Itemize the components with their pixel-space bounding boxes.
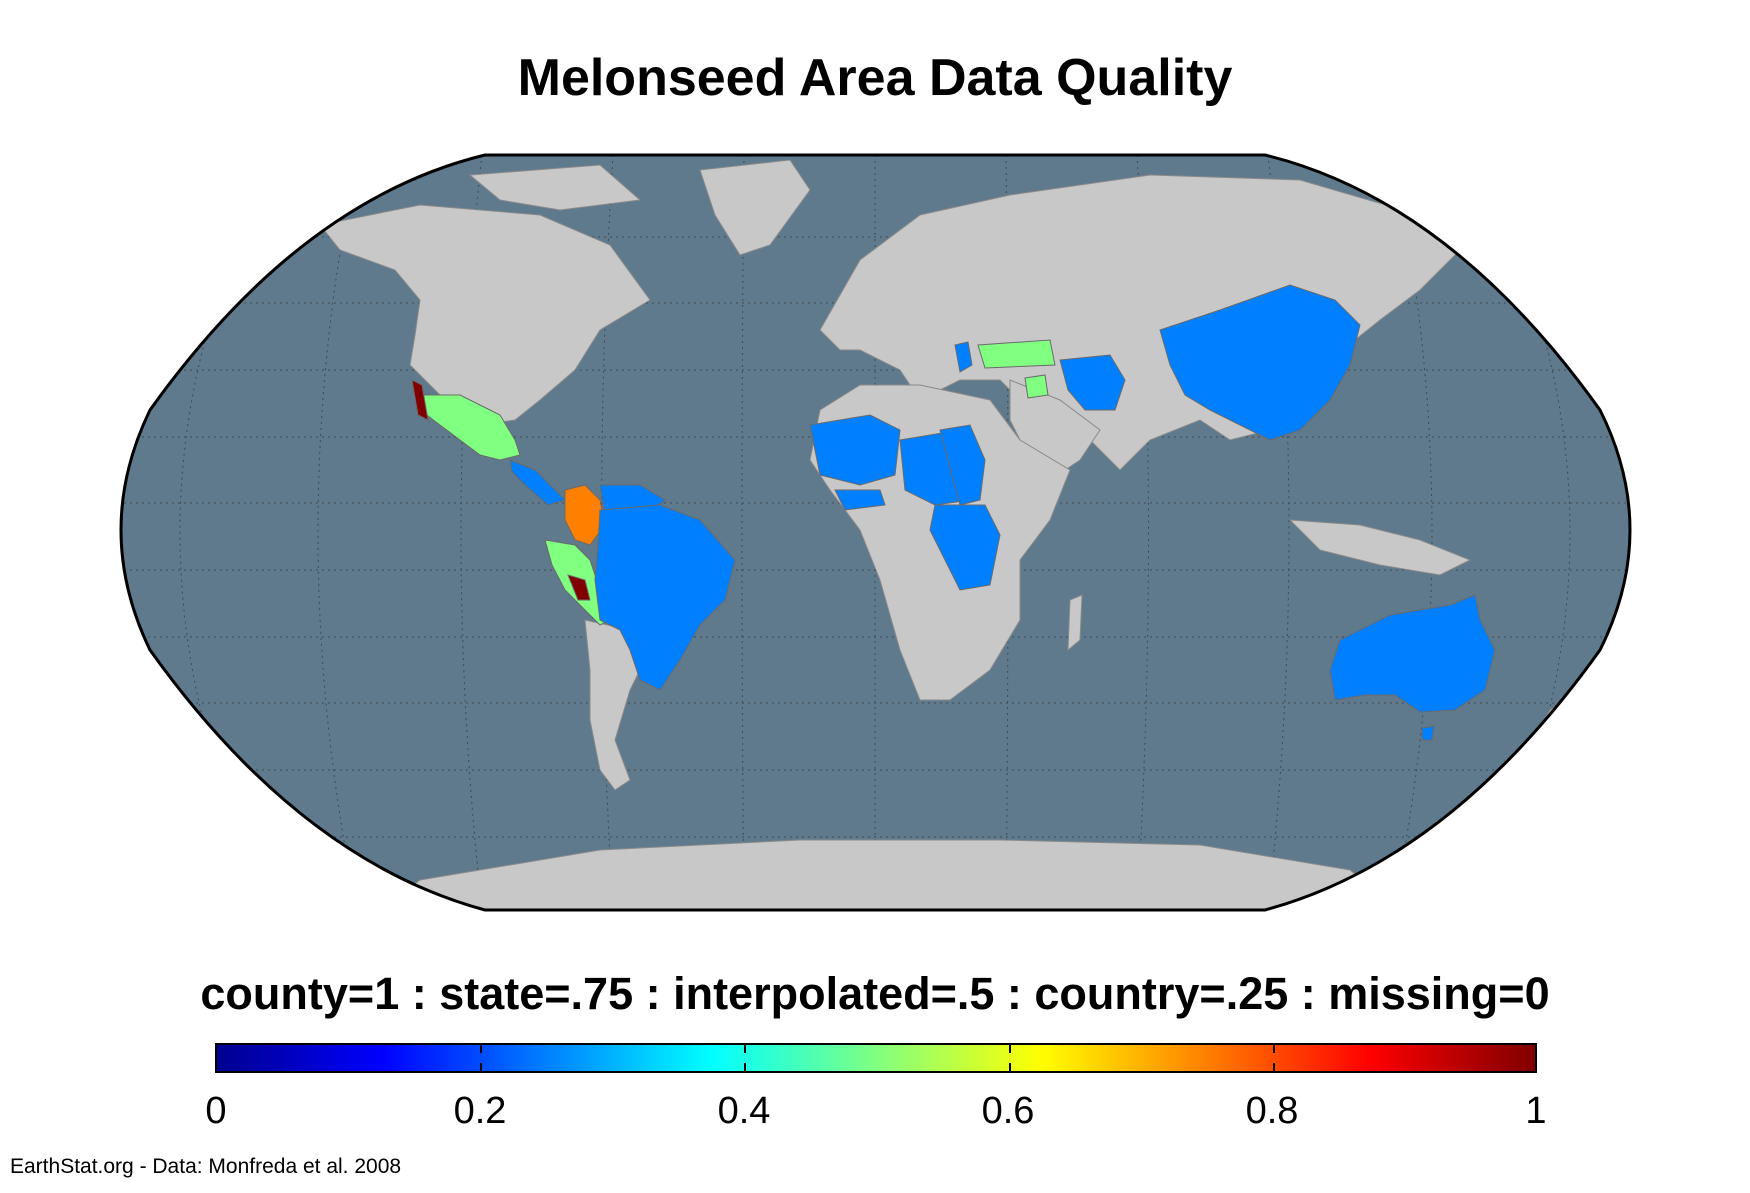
colorbar-tick — [744, 1063, 746, 1071]
colorbar-tick-label: 1 — [1525, 1090, 1547, 1132]
region-brazil — [594, 504, 736, 691]
region-central-africa — [929, 504, 1001, 591]
region-west-africa-coast — [834, 489, 886, 511]
colorbar-tick-label: 0.2 — [453, 1090, 507, 1132]
region-syria — [1024, 374, 1049, 399]
region-sudan — [939, 424, 986, 506]
region-baja — [411, 379, 429, 421]
legend-caption: county=1 : state=.75 : interpolated=.5 :… — [200, 968, 1550, 1019]
region-turkey — [977, 339, 1056, 369]
region-peru-north — [567, 574, 591, 601]
region-china — [1159, 284, 1361, 441]
map-frame — [119, 153, 1632, 912]
colorbar-tick-label: 0.6 — [981, 1090, 1035, 1132]
colorbar-tick-label: 0.4 — [717, 1090, 771, 1132]
colorbar-tick-label: 0.8 — [1245, 1090, 1299, 1132]
colorbar-tick — [480, 1045, 482, 1053]
colorbar — [215, 1043, 1537, 1073]
region-greece — [954, 341, 973, 373]
colorbar-tick — [1009, 1045, 1011, 1053]
colorbar-tick — [744, 1045, 746, 1053]
data-regions — [411, 284, 1496, 741]
region-colombia — [564, 484, 606, 546]
colorbar-tick — [1009, 1063, 1011, 1071]
colorbar-tick — [480, 1063, 482, 1071]
colorbar-tick — [1273, 1063, 1275, 1071]
map-title: Melonseed Area Data Quality — [517, 49, 1233, 107]
region-iran — [1059, 354, 1126, 411]
region-tasmania — [1421, 725, 1435, 741]
region-mali — [809, 414, 901, 486]
source-credit: EarthStat.org - Data: Monfreda et al. 20… — [10, 1155, 402, 1178]
colorbar-tick-label: 0 — [205, 1090, 227, 1132]
colorbar-tick — [1273, 1045, 1275, 1053]
region-mexico — [414, 394, 521, 461]
region-central-america — [509, 459, 566, 506]
region-australia — [1329, 594, 1496, 713]
